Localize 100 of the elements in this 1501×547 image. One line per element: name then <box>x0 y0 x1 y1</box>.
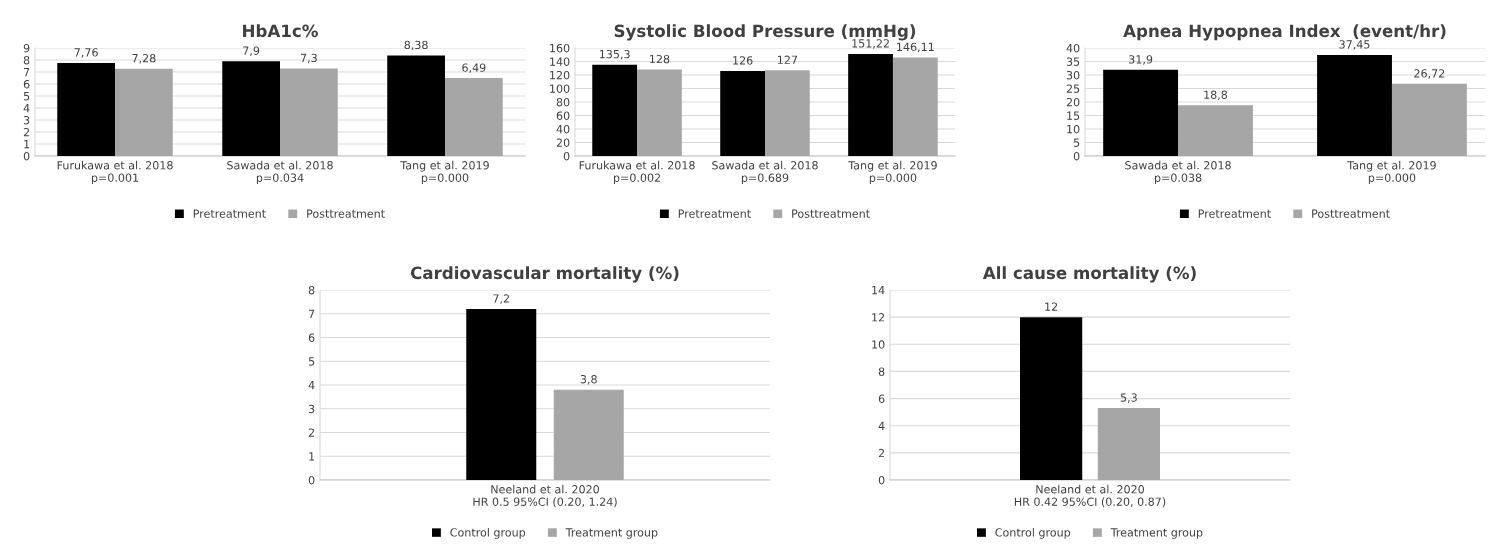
y-tick-label: 30 <box>1066 70 1080 80</box>
y-tick-label: 0 <box>878 475 885 485</box>
data-label: 3,8 <box>580 375 597 385</box>
y-tick-label: 160 <box>550 43 570 53</box>
y-tick-label: 12 <box>872 313 885 322</box>
legend-label: Pretreatment <box>1198 209 1271 218</box>
legend-label: Treatment group <box>565 528 658 539</box>
y-tick-label: 20 <box>1066 97 1080 107</box>
y-tick-label: 6 <box>308 333 315 342</box>
x-tick-label: Neeland et al. 2020 HR 0.42 95%CI (0.20, 0.87) <box>1014 484 1166 508</box>
bar <box>387 55 445 156</box>
bar <box>848 53 893 156</box>
y-tick-label: 100 <box>550 84 570 93</box>
x-tick-label: Neeland et al. 2020 HR 0.5 95%CI (0.20, 1.24) <box>473 484 617 508</box>
bar <box>222 61 280 156</box>
y-tick-label: 0 <box>563 151 570 161</box>
x-tick-label: Sawada et al. 2018 p=0.034 <box>227 160 333 185</box>
x-tick-label: Sawada et al. 2018 p=0.038 <box>1125 160 1231 185</box>
y-tick-label: 80 <box>556 97 570 107</box>
y-tick-label: 0 <box>1073 151 1080 161</box>
chart-title: HbA1c% <box>243 24 318 38</box>
y-tick-label: 8 <box>23 55 30 65</box>
data-label: 151,22 <box>852 39 889 49</box>
legend-label: Posttreatment <box>792 209 870 218</box>
legend-label: Pretreatment <box>678 209 751 218</box>
y-tick-label: 25 <box>1066 84 1080 93</box>
y-tick-label: 8 <box>308 285 315 295</box>
x-tick-label: Furukawa et al. 2018 p=0.002 <box>579 160 695 185</box>
chart-title: Cardiovascular mortality (%) <box>410 266 679 283</box>
chart-title: Apnea Hypopnea Index (event/hr) <box>1123 24 1446 41</box>
bar <box>637 69 682 156</box>
data-label: 146,11 <box>897 42 934 53</box>
bar <box>765 70 810 156</box>
legend-label: Treatment group <box>1110 528 1203 539</box>
y-tick-label: 1 <box>24 140 30 149</box>
data-label: 7,76 <box>74 48 98 58</box>
y-tick-label: 5 <box>308 357 315 366</box>
bar <box>444 78 503 156</box>
data-label: 31,9 <box>1129 55 1153 65</box>
y-tick-label: 9 <box>23 43 30 53</box>
data-label: 8,38 <box>404 40 428 51</box>
bar <box>1391 83 1467 156</box>
y-tick-label: 10 <box>1067 124 1080 134</box>
y-tick-label: 2 <box>308 428 315 437</box>
chart-title: All cause mortality (%) <box>982 266 1196 283</box>
y-tick-label: 40 <box>556 124 570 134</box>
data-label: 26,72 <box>1414 69 1445 79</box>
y-tick-label: 0 <box>308 475 315 485</box>
y-tick-label: 10 <box>872 340 885 349</box>
legend-label: Posttreatment <box>307 209 385 218</box>
y-tick-label: 7 <box>23 68 30 77</box>
y-tick-label: 4 <box>23 104 30 113</box>
legend-label: Control group <box>450 528 526 539</box>
x-tick-label: Tang et al. 2019 p=0.000 <box>1347 160 1436 185</box>
x-tick-label: Furukawa et al. 2018 p=0.001 <box>57 160 173 185</box>
y-tick-label: 120 <box>550 70 570 80</box>
bar <box>280 68 338 156</box>
bar <box>1103 69 1179 156</box>
data-label: 126 <box>733 56 753 65</box>
y-tick-label: 6 <box>23 79 30 89</box>
legend-label: Posttreatment <box>1312 209 1390 218</box>
data-label: 128 <box>650 54 670 64</box>
bar <box>720 70 765 156</box>
bar <box>1317 54 1392 156</box>
y-tick-label: 7 <box>308 309 315 318</box>
y-tick-label: 4 <box>308 381 315 390</box>
bar <box>1178 105 1253 156</box>
data-label: 7,9 <box>243 46 260 57</box>
y-tick-label: 1 <box>309 452 315 461</box>
y-tick-label: 20 <box>556 138 570 147</box>
y-tick-label: 5 <box>23 92 30 101</box>
legend-label: Control group <box>995 528 1071 539</box>
y-tick-label: 60 <box>556 111 570 120</box>
data-label: 135,3 <box>599 49 630 60</box>
y-tick-label: 2 <box>23 127 30 137</box>
y-tick-label: 2 <box>878 448 885 458</box>
data-label: 6,49 <box>462 63 486 73</box>
data-label: 127 <box>778 55 798 64</box>
y-tick-label: 0 <box>23 151 30 161</box>
data-label: 18,8 <box>1204 90 1228 101</box>
y-tick-label: 40 <box>1066 43 1080 53</box>
chart-title: Systolic Blood Pressure (mmHg) <box>614 24 916 41</box>
y-tick-label: 4 <box>878 421 885 430</box>
y-tick-label: 3 <box>308 404 315 414</box>
bar <box>115 68 173 156</box>
x-tick-label: Tang et al. 2019 p=0.000 <box>400 160 489 185</box>
y-tick-label: 8 <box>878 367 885 376</box>
legend-label: Pretreatment <box>193 209 266 218</box>
x-tick-label: Tang et al. 2019 p=0.000 <box>848 160 937 185</box>
y-tick-label: 3 <box>23 115 30 125</box>
bar <box>892 57 938 156</box>
data-label: 12 <box>1045 302 1058 311</box>
y-tick-label: 5 <box>1073 138 1080 147</box>
bar <box>57 62 116 156</box>
y-tick-label: 15 <box>1067 111 1080 120</box>
y-tick-label: 6 <box>878 394 885 403</box>
data-label: 7,28 <box>132 53 156 64</box>
data-label: 7,2 <box>493 294 509 304</box>
data-label: 37,45 <box>1339 40 1370 50</box>
y-tick-label: 140 <box>550 57 570 66</box>
